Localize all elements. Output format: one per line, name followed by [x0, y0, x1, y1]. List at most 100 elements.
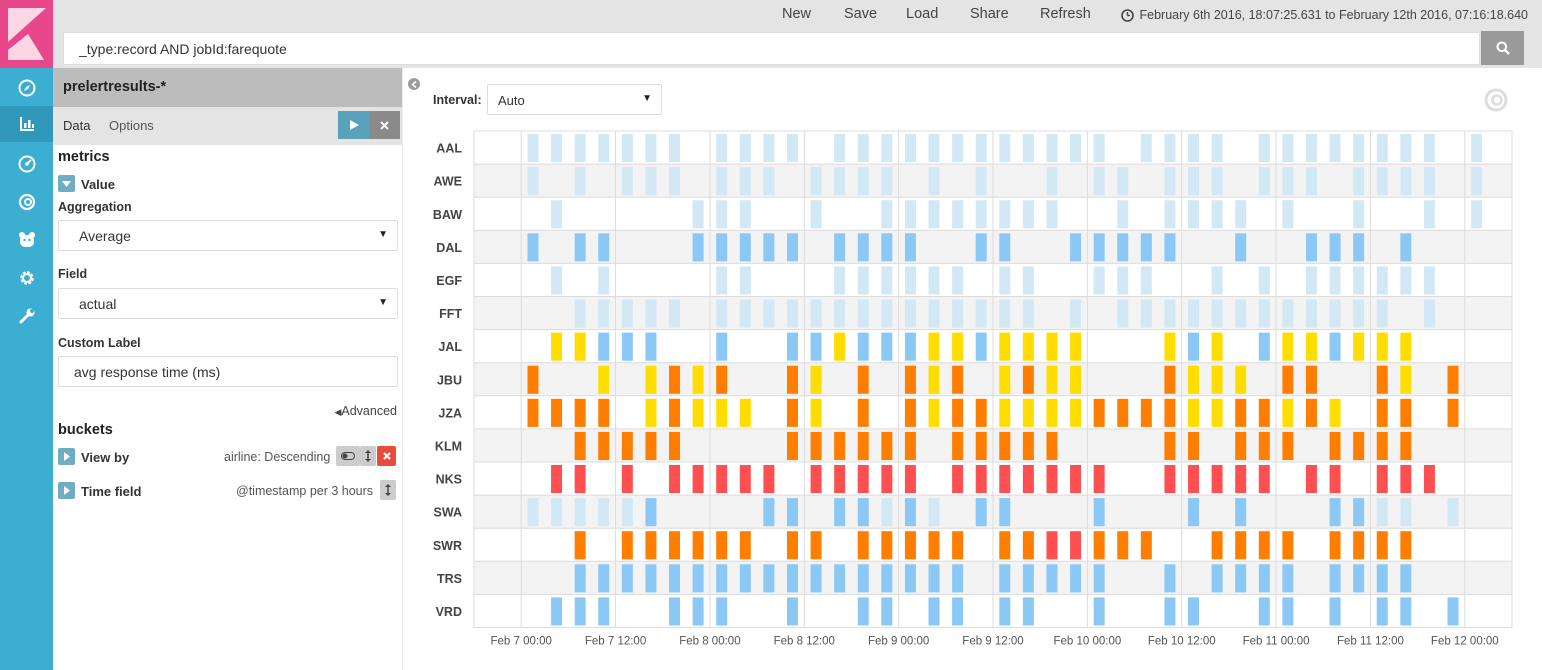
share-button[interactable]: Share — [970, 6, 1009, 22]
chevron-down-icon — [62, 180, 71, 187]
heatmap-cell — [1188, 398, 1200, 427]
save-button[interactable]: Save — [844, 6, 878, 22]
heatmap-cell — [716, 266, 728, 295]
discard-button[interactable] — [369, 111, 400, 139]
time-field-toggle[interactable] — [58, 482, 75, 499]
heatmap-cell — [1093, 498, 1105, 527]
heatmap-cell — [975, 200, 987, 229]
tab-options[interactable]: Options — [109, 118, 154, 133]
row-label: EGF — [436, 274, 462, 288]
heatmap-cell — [527, 134, 539, 163]
kibana-logo[interactable] — [0, 0, 53, 68]
heatmap-cell — [1140, 134, 1152, 163]
heatmap-cell — [952, 365, 964, 394]
nav-settings[interactable] — [0, 260, 53, 296]
heatmap-cell — [857, 431, 869, 460]
collapse-sidebar-button[interactable] — [408, 78, 420, 90]
new-button[interactable]: New — [782, 6, 812, 22]
load-button[interactable]: Load — [906, 6, 939, 22]
heatmap-cell — [716, 597, 728, 626]
aggregation-select[interactable]: Average ▼ — [58, 220, 398, 251]
heatmap-cell — [1282, 134, 1294, 163]
nav-timelion[interactable] — [0, 222, 53, 258]
search-button[interactable] — [1481, 31, 1524, 65]
heatmap-cell — [881, 233, 893, 262]
heatmap-cell — [1046, 167, 1058, 196]
heatmap-cell — [857, 531, 869, 560]
heatmap-cell — [1400, 365, 1412, 394]
heatmap-cell — [1353, 564, 1365, 593]
heatmap-cell — [999, 564, 1011, 593]
heatmap-cell — [904, 332, 916, 361]
custom-label-input[interactable] — [58, 356, 398, 387]
heatmap-cell — [574, 597, 586, 626]
heatmap-cell — [952, 564, 964, 593]
heatmap-cell — [999, 398, 1011, 427]
nav-discover[interactable] — [0, 70, 53, 106]
row-label: SWR — [433, 539, 462, 553]
nav-visualize[interactable] — [0, 106, 53, 142]
heatmap-cell — [1022, 266, 1034, 295]
heatmap-cell — [1093, 465, 1105, 494]
heatmap-cell — [1140, 266, 1152, 295]
custom-label-label: Custom Label — [58, 336, 141, 350]
heatmap-cell — [975, 299, 987, 328]
toggle-enabled-button[interactable] — [336, 446, 360, 466]
heatmap-cell — [551, 200, 563, 229]
heatmap-cell — [786, 233, 798, 262]
heatmap-cell — [834, 332, 846, 361]
heatmap-cell — [975, 431, 987, 460]
heatmap-cell — [716, 531, 728, 560]
search-icon — [1496, 41, 1510, 55]
heatmap-cell — [1046, 431, 1058, 460]
nav-dev-tools[interactable] — [0, 298, 53, 334]
heatmap-cell — [810, 431, 822, 460]
chevron-right-icon — [63, 452, 70, 461]
heatmap-cell — [1164, 431, 1176, 460]
metric-toggle[interactable] — [58, 175, 75, 192]
field-select[interactable]: actual ▼ — [58, 288, 398, 319]
query-input[interactable] — [63, 32, 1480, 65]
heatmap-cell — [881, 564, 893, 593]
heatmap-cell — [1117, 200, 1129, 229]
heatmap-cell — [669, 167, 681, 196]
advanced-toggle[interactable]: ◀Advanced — [334, 404, 397, 418]
tab-data[interactable]: Data — [63, 118, 91, 133]
heatmap-cell — [1022, 564, 1034, 593]
heatmap-cell — [1258, 134, 1270, 163]
heatmap-cell — [904, 564, 916, 593]
nav-prelert[interactable] — [0, 184, 53, 220]
heatmap-cell — [1211, 332, 1223, 361]
dropdown-arrow-icon: ▼ — [642, 93, 652, 104]
view-by-toggle[interactable] — [58, 448, 75, 465]
reorder-handle[interactable] — [360, 446, 376, 466]
apply-button[interactable] — [338, 111, 369, 139]
heatmap-cell — [1022, 597, 1034, 626]
time-picker[interactable]: February 6th 2016, 18:07:25.631 to Febru… — [1120, 8, 1528, 22]
heatmap-cell — [1046, 465, 1058, 494]
heatmap-cell — [1046, 398, 1058, 427]
x-tick-label: Feb 11 12:00 — [1337, 636, 1404, 648]
row-label: KLM — [435, 439, 462, 453]
heatmap-cell — [1305, 299, 1317, 328]
refresh-button[interactable]: Refresh — [1040, 6, 1091, 22]
heatmap-cell — [1188, 200, 1200, 229]
heatmap-cell — [692, 564, 704, 593]
left-nav — [0, 0, 53, 670]
heatmap-cell — [1211, 266, 1223, 295]
row-label: AAL — [436, 142, 462, 156]
heatmap-cell — [904, 431, 916, 460]
heatmap-cell — [1353, 233, 1365, 262]
interval-select[interactable]: Auto ▼ — [487, 84, 662, 115]
reorder-handle[interactable] — [380, 480, 396, 500]
heatmap-cell — [1282, 398, 1294, 427]
heatmap-cell — [881, 465, 893, 494]
heatmap-cell — [834, 134, 846, 163]
heatmap-cell — [551, 332, 563, 361]
remove-bucket-button[interactable] — [377, 446, 396, 466]
heatmap-cell — [574, 167, 586, 196]
heatmap-cell — [1070, 465, 1082, 494]
arrows-vertical-icon — [385, 484, 391, 496]
heatmap-cell — [551, 597, 563, 626]
nav-dashboard[interactable] — [0, 146, 53, 182]
